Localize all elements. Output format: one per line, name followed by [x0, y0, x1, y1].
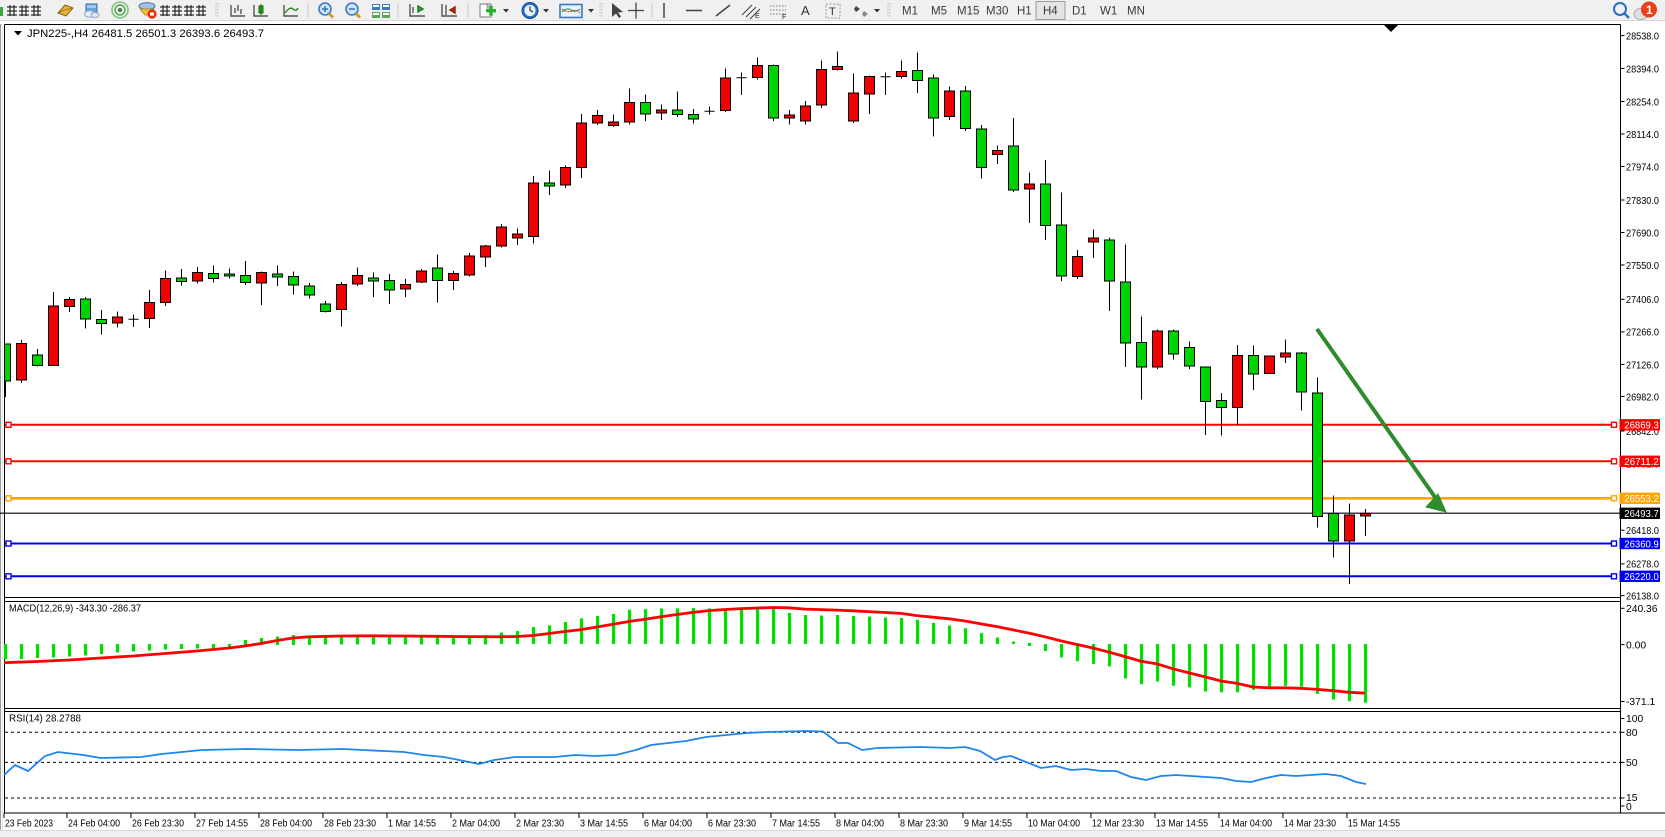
- svg-text:M1: M1: [902, 6, 918, 18]
- svg-text:13 Mar 14:55: 13 Mar 14:55: [1156, 819, 1208, 830]
- svg-text:MACD(12,26,9) -343.30 -286.37: MACD(12,26,9) -343.30 -286.37: [9, 604, 141, 615]
- svg-text:24 Feb 04:00: 24 Feb 04:00: [68, 819, 120, 830]
- svg-text:H4: H4: [1043, 6, 1058, 18]
- svg-text:H1: H1: [1017, 6, 1032, 18]
- svg-text:RSI(14) 28.2788: RSI(14) 28.2788: [9, 714, 81, 725]
- svg-text:T: T: [829, 6, 836, 18]
- svg-text:26278.0: 26278.0: [1626, 560, 1659, 571]
- svg-text:27126.0: 27126.0: [1626, 360, 1659, 371]
- svg-text:0: 0: [1626, 802, 1632, 813]
- svg-text:27690.0: 27690.0: [1626, 228, 1659, 239]
- svg-text:8 Mar 23:30: 8 Mar 23:30: [900, 819, 948, 830]
- svg-text:14 Mar 23:30: 14 Mar 23:30: [1284, 819, 1336, 830]
- svg-text:2 Mar 23:30: 2 Mar 23:30: [516, 819, 564, 830]
- svg-text:W1: W1: [1100, 6, 1117, 18]
- svg-text:6 Mar 23:30: 6 Mar 23:30: [708, 819, 756, 830]
- svg-text:D1: D1: [1072, 6, 1087, 18]
- svg-text:E: E: [755, 13, 760, 20]
- svg-text:27830.0: 27830.0: [1626, 196, 1659, 207]
- svg-text:26869.3: 26869.3: [1624, 421, 1659, 432]
- svg-text:12 Mar 23:30: 12 Mar 23:30: [1092, 819, 1144, 830]
- svg-text:10 Mar 04:00: 10 Mar 04:00: [1028, 819, 1080, 830]
- svg-text:M30: M30: [986, 6, 1008, 18]
- svg-text:26138.0: 26138.0: [1626, 591, 1659, 602]
- svg-text:2 Mar 04:00: 2 Mar 04:00: [452, 819, 500, 830]
- svg-text:26982.0: 26982.0: [1626, 392, 1659, 403]
- svg-text:F: F: [782, 14, 786, 21]
- svg-text:26220.0: 26220.0: [1624, 572, 1659, 583]
- svg-text:26 Feb 23:30: 26 Feb 23:30: [132, 819, 184, 830]
- svg-text:14 Mar 04:00: 14 Mar 04:00: [1220, 819, 1272, 830]
- svg-text:3 Mar 14:55: 3 Mar 14:55: [580, 819, 628, 830]
- svg-text:23 Feb 2023: 23 Feb 2023: [5, 819, 53, 830]
- svg-text:80: 80: [1626, 728, 1638, 739]
- svg-text:26360.9: 26360.9: [1624, 539, 1659, 550]
- svg-text:50: 50: [1626, 758, 1638, 769]
- svg-text:MN: MN: [1127, 6, 1145, 18]
- svg-text:M5: M5: [931, 6, 947, 18]
- svg-text:26493.7: 26493.7: [1624, 509, 1659, 520]
- svg-text:M15: M15: [957, 6, 979, 18]
- svg-text:27406.0: 27406.0: [1626, 295, 1659, 306]
- svg-text:JPN225-,H4 26481.5 26501.3 26: JPN225-,H4 26481.5 26501.3 26393.6 26493…: [27, 28, 264, 40]
- svg-text:27550.0: 27550.0: [1626, 261, 1659, 272]
- svg-text:A: A: [801, 3, 810, 18]
- svg-text:28254.0: 28254.0: [1626, 97, 1659, 108]
- svg-text:15: 15: [1626, 793, 1638, 804]
- svg-text:8 Mar 04:00: 8 Mar 04:00: [836, 819, 884, 830]
- svg-text:7 Mar 14:55: 7 Mar 14:55: [772, 819, 820, 830]
- svg-text:1 Mar 14:55: 1 Mar 14:55: [388, 819, 436, 830]
- svg-text:28538.0: 28538.0: [1626, 31, 1659, 42]
- svg-text:100: 100: [1626, 714, 1643, 725]
- svg-text:26418.0: 26418.0: [1626, 526, 1659, 537]
- svg-text:28 Feb 23:30: 28 Feb 23:30: [324, 819, 376, 830]
- svg-text:6 Mar 04:00: 6 Mar 04:00: [644, 819, 692, 830]
- svg-text:28394.0: 28394.0: [1626, 64, 1659, 75]
- svg-text:0.00: 0.00: [1626, 640, 1646, 651]
- svg-text:-371.1: -371.1: [1626, 697, 1655, 708]
- svg-text:26553.2: 26553.2: [1624, 494, 1659, 505]
- svg-text:26711.2: 26711.2: [1624, 457, 1659, 468]
- svg-text:26842.0: 26842.0: [1626, 427, 1659, 438]
- svg-text:9 Mar 14:55: 9 Mar 14:55: [964, 819, 1012, 830]
- svg-text:240.36: 240.36: [1626, 604, 1658, 615]
- svg-text:15 Mar 14:55: 15 Mar 14:55: [1348, 819, 1400, 830]
- svg-text:28114.0: 28114.0: [1626, 130, 1659, 141]
- svg-text:27974.0: 27974.0: [1626, 162, 1659, 173]
- svg-text:28 Feb 04:00: 28 Feb 04:00: [260, 819, 312, 830]
- svg-text:27266.0: 27266.0: [1626, 328, 1659, 339]
- svg-text:27 Feb 14:55: 27 Feb 14:55: [196, 819, 248, 830]
- svg-text:1: 1: [1646, 3, 1653, 17]
